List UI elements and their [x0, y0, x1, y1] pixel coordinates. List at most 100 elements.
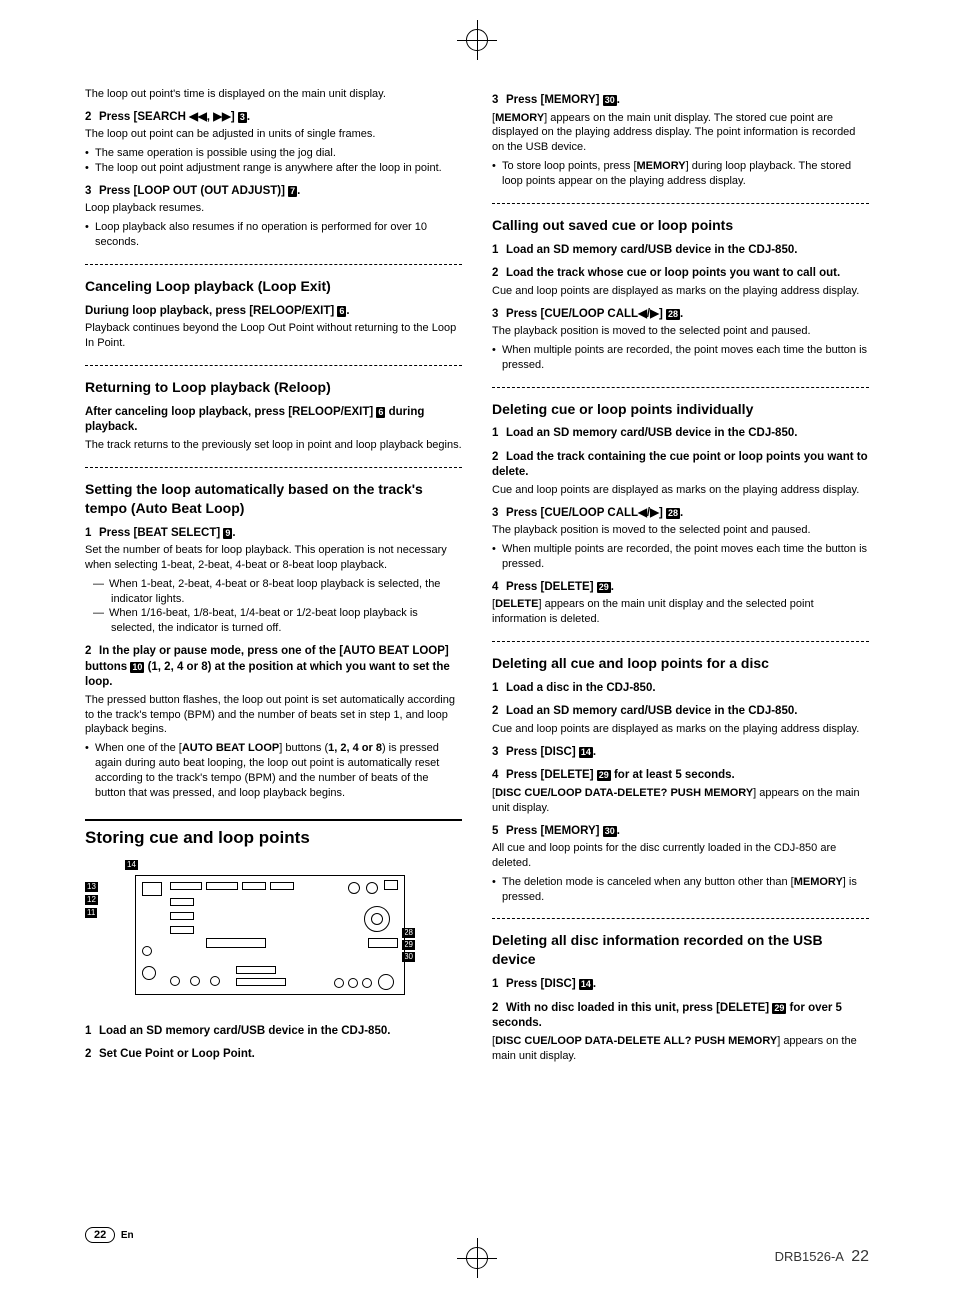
divider	[492, 641, 869, 642]
dg-delete	[348, 978, 358, 988]
step3-list: Loop playback also resumes if no operati…	[85, 220, 462, 250]
auto2-list: When one of the [AUTO BEAT LOOP] buttons…	[85, 741, 462, 800]
dg-btn-info	[242, 882, 266, 890]
memory-step3: 3Press [MEMORY] 30.	[492, 93, 869, 109]
dg-usb	[384, 880, 398, 890]
dg-btn-sd	[170, 898, 194, 906]
dg-btn-browse	[170, 882, 202, 890]
dd2-body: Cue and loop points are displayed as mar…	[492, 722, 869, 737]
del2-body: Cue and loop points are displayed as mar…	[492, 483, 869, 498]
divider	[492, 203, 869, 204]
dg-loop-area	[206, 938, 266, 948]
page-lang: En	[121, 1230, 134, 1241]
du2-body: [DISC CUE/LOOP DATA-DELETE ALL? PUSH MEM…	[492, 1034, 869, 1064]
doc-code: DRB1526-A	[775, 1249, 844, 1264]
dg-knob1	[348, 882, 360, 894]
dg-btn-taglist	[206, 882, 238, 890]
left-column: The loop out point's time is displayed o…	[85, 85, 462, 1067]
page-footer-right: DRB1526-A 22	[775, 1246, 869, 1268]
badge-12: 12	[85, 895, 98, 905]
call3-body: The playback position is moved to the se…	[492, 324, 869, 339]
del4-body: [DELETE] appears on the main unit displa…	[492, 597, 869, 627]
auto-step1: 1Press [BEAT SELECT] 9.	[85, 526, 462, 542]
call-step3: 3Press [CUE/LOOP CALL◀/▶] 28.	[492, 307, 869, 323]
del3-list: When multiple points are recorded, the p…	[492, 542, 869, 572]
du-step2: 2With no disc loaded in this unit, press…	[492, 1001, 869, 1032]
step3-body: Loop playback resumes.	[85, 201, 462, 216]
heading-calling: Calling out saved cue or loop points	[492, 216, 869, 235]
content-columns: The loop out point's time is displayed o…	[85, 85, 869, 1067]
dg-rotary-inner	[371, 913, 383, 925]
dg-memory	[362, 978, 372, 988]
store-step2: 2Set Cue Point or Loop Point.	[85, 1047, 462, 1063]
dg-sd-slot	[142, 882, 162, 896]
heading-deleting-individual: Deleting cue or loop points individually	[492, 400, 869, 419]
dg-btn-menu	[270, 882, 294, 890]
dg-btn-disc	[170, 912, 194, 920]
heading-deleting-usb: Deleting all disc information recorded o…	[492, 931, 869, 969]
dg-knob2	[366, 882, 378, 894]
step2-body: The loop out point can be adjusted in un…	[85, 127, 462, 142]
step-3-loopout: 3Press [LOOP OUT (OUT ADJUST)] 7.	[85, 184, 462, 200]
heading-storing: Storing cue and loop points	[85, 819, 462, 850]
dd-step4: 4Press [DELETE] 29 for at least 5 second…	[492, 768, 869, 784]
heading-auto-beat: Setting the loop automatically based on …	[85, 480, 462, 518]
call2-body: Cue and loop points are displayed as mar…	[492, 284, 869, 299]
heading-return-loop: Returning to Loop playback (Reloop)	[85, 378, 462, 397]
dg-in	[170, 976, 180, 986]
del-step1: 1Load an SD memory card/USB device in th…	[492, 426, 869, 442]
intro-text: The loop out point's time is displayed o…	[85, 87, 462, 102]
page-number-oval: 22	[85, 1227, 115, 1243]
call3-list: When multiple points are recorded, the p…	[492, 343, 869, 373]
dg-autobeat	[236, 978, 286, 986]
memory-body: [MEMORY] appears on the main unit displa…	[492, 111, 869, 156]
call-step1: 1Load an SD memory card/USB device in th…	[492, 243, 869, 259]
auto1-list: When 1-beat, 2-beat, 4-beat or 8-beat lo…	[85, 577, 462, 636]
divider	[85, 264, 462, 265]
dg-btn-link	[170, 926, 194, 934]
del3-body: The playback position is moved to the se…	[492, 523, 869, 538]
diagram-panel	[135, 875, 405, 995]
auto2-body: The pressed button flashes, the loop out…	[85, 693, 462, 738]
dd-step1: 1Load a disc in the CDJ-850.	[492, 681, 869, 697]
dg-vinylspeed	[368, 938, 398, 948]
dg-out	[190, 976, 200, 986]
cancel-body: Playback continues beyond the Loop Out P…	[85, 321, 462, 351]
dd-step2: 2Load an SD memory card/USB device in th…	[492, 704, 869, 720]
dg-cue	[142, 946, 152, 956]
dg-beat-select	[236, 966, 276, 974]
del-step3: 3Press [CUE/LOOP CALL◀/▶] 28.	[492, 506, 869, 522]
divider	[85, 467, 462, 468]
right-column: 3Press [MEMORY] 30. [MEMORY] appears on …	[492, 85, 869, 1067]
cancel-step: Duriung loop playback, press [RELOOP/EXI…	[85, 304, 462, 320]
step2-list: The same operation is possible using the…	[85, 146, 462, 176]
crop-mark-bottom	[457, 1238, 497, 1278]
auto-step2: 2In the play or pause mode, press one of…	[85, 644, 462, 691]
crop-mark-top	[457, 20, 497, 60]
del-step4: 4Press [DELETE] 29.	[492, 580, 869, 596]
dd5-body: All cue and loop points for the disc cur…	[492, 841, 869, 871]
store-step1: 1Load an SD memory card/USB device in th…	[85, 1024, 462, 1040]
divider	[492, 918, 869, 919]
du-step1: 1Press [DISC] 14.	[492, 977, 869, 993]
dg-vinyl	[378, 974, 394, 990]
device-diagram: 14 13 12 11 28 29 30	[85, 860, 415, 1010]
heading-cancel-loop: Canceling Loop playback (Loop Exit)	[85, 277, 462, 296]
dd4-body: [DISC CUE/LOOP DATA-DELETE? PUSH MEMORY]…	[492, 786, 869, 816]
page-footer-left: 22 En	[85, 1228, 134, 1243]
step-2-search: 2Press [SEARCH ◀◀, ▶▶] 3.	[85, 110, 462, 126]
badge-13: 13	[85, 882, 98, 892]
doc-page: 22	[851, 1248, 869, 1265]
del-step2: 2Load the track containing the cue point…	[492, 450, 869, 481]
memory-list: To store loop points, press [MEMORY] dur…	[492, 159, 869, 189]
badge-14: 14	[125, 860, 138, 870]
dd5-list: The deletion mode is canceled when any b…	[492, 875, 869, 905]
heading-deleting-disc: Deleting all cue and loop points for a d…	[492, 654, 869, 673]
return-body: The track returns to the previously set …	[85, 438, 462, 453]
dd-step5: 5Press [MEMORY] 30.	[492, 824, 869, 840]
call-step2: 2Load the track whose cue or loop points…	[492, 266, 869, 282]
dg-call1	[334, 978, 344, 988]
badge-11: 11	[85, 908, 97, 918]
dd-step3: 3Press [DISC] 14.	[492, 745, 869, 761]
divider	[85, 365, 462, 366]
